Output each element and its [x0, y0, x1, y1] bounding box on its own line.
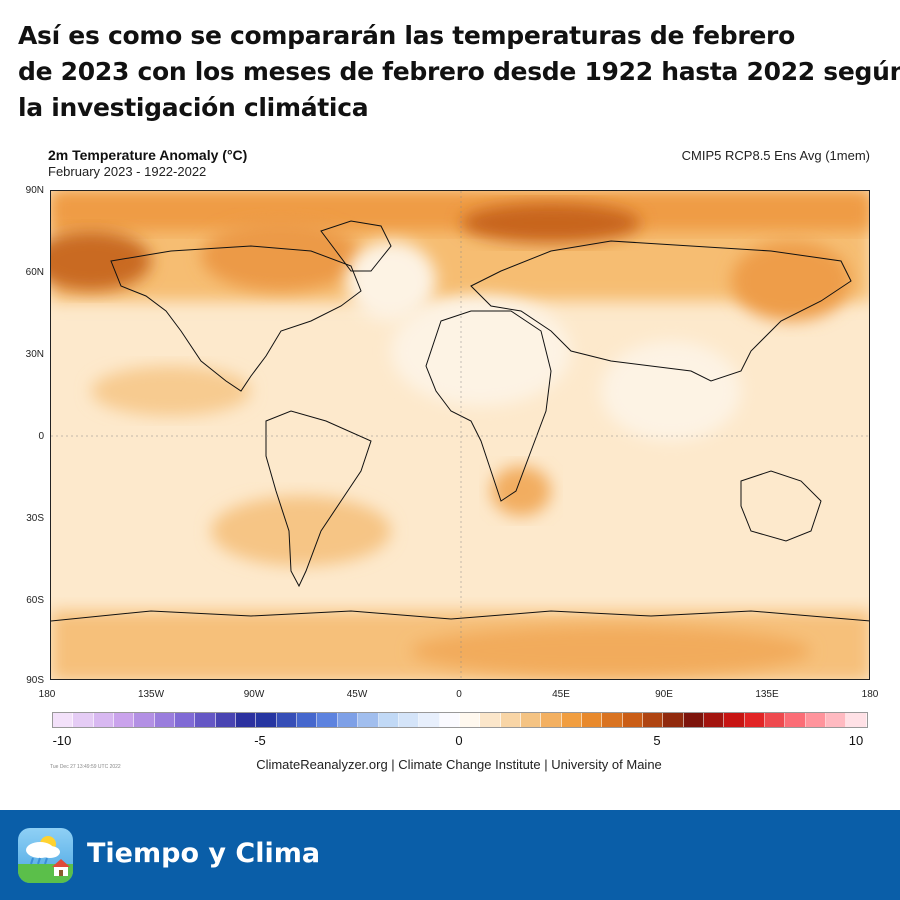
colorbar-cell: [500, 713, 521, 727]
footer-bar: Tiempo y Clima: [0, 810, 900, 900]
colorbar-cell: [297, 713, 318, 727]
colorbar-cell: [765, 713, 786, 727]
coastlines: [51, 220, 869, 622]
map-source: CMIP5 RCP8.5 Ens Avg (1mem): [681, 148, 870, 163]
colorbar-cell: [195, 713, 216, 727]
lon-label-180w: 180: [38, 689, 56, 700]
colorbar-cell: [398, 713, 420, 727]
colorbar-cell: [785, 713, 806, 727]
colorbar-label-10: 10: [848, 733, 864, 748]
colorbar-cell: [724, 713, 745, 727]
colorbar-cell: [541, 713, 562, 727]
app-name: Tiempo y Clima: [87, 838, 321, 869]
app-weather-icon[interactable]: [18, 828, 73, 883]
colorbar-cell: [236, 713, 257, 727]
headline-line-2: de 2023 con los meses de febrero desde 1…: [18, 57, 900, 86]
map-title: 2m Temperature Anomaly (°C): [48, 147, 248, 163]
colorbar-label-5: 5: [653, 733, 661, 748]
lon-label-90e: 90E: [655, 689, 673, 700]
colorbar-cell: [846, 713, 867, 727]
colorbar-cell: [683, 713, 704, 727]
lon-label-90w: 90W: [243, 689, 265, 700]
colorbar-cell: [215, 713, 237, 727]
graticule: [51, 191, 869, 679]
colorbar-cell: [93, 713, 115, 727]
colorbar-cell: [337, 713, 359, 727]
colorbar-cell: [73, 713, 94, 727]
colorbar-cell: [358, 713, 379, 727]
colorbar-cell: [520, 713, 542, 727]
colorbar-cell: [805, 713, 827, 727]
colorbar-cell: [704, 713, 725, 727]
lon-label-180e: 180: [861, 689, 879, 700]
colorbar-cell: [480, 713, 501, 727]
colorbar-cell: [134, 713, 155, 727]
lon-label-45w: 45W: [346, 689, 368, 700]
headline-line-3: la investigación climática: [18, 93, 369, 122]
credits: ClimateReanalyzer.org | Climate Change I…: [256, 757, 662, 772]
colorbar-cell: [663, 713, 684, 727]
headline: Así es como se compararán las temperatur…: [18, 18, 900, 126]
lat-label-30n: 30N: [25, 349, 44, 360]
timestamp: Tue Dec 27 13:49:59 UTC 2022: [50, 764, 121, 770]
temperature-anomaly-map: [50, 190, 870, 680]
colorbar-cell: [419, 713, 440, 727]
lat-label-0: 0: [38, 431, 44, 442]
map-svg: [51, 191, 869, 679]
colorbar-cell: [53, 713, 74, 727]
colorbar-label-minus5: -5: [254, 733, 266, 748]
headline-line-1: Así es como se compararán las temperatur…: [18, 21, 795, 50]
colorbar-cell: [276, 713, 298, 727]
colorbar-cell: [581, 713, 603, 727]
colorbar-cell: [642, 713, 664, 727]
colorbar-cell: [561, 713, 582, 727]
anomaly-field: [51, 191, 869, 679]
map-subtitle: February 2023 - 1922-2022: [48, 164, 207, 179]
colorbar-label-minus10: -10: [52, 733, 72, 748]
colorbar-cell: [154, 713, 176, 727]
colorbar-cell: [602, 713, 623, 727]
lat-label-60s: 60S: [26, 595, 44, 606]
colorbar-cell: [114, 713, 135, 727]
colorbar-cell: [439, 713, 460, 727]
lon-label-0: 0: [456, 689, 462, 700]
colorbar-cell: [256, 713, 277, 727]
colorbar-cell: [378, 713, 399, 727]
colorbar-cell: [622, 713, 643, 727]
lat-label-30s: 30S: [26, 513, 44, 524]
colorbar-cell: [459, 713, 481, 727]
colorbar-cell: [175, 713, 196, 727]
lon-label-45e: 45E: [552, 689, 570, 700]
lon-label-135w: 135W: [137, 689, 165, 700]
colorbar-cell: [744, 713, 766, 727]
colorbar-cell: [826, 713, 847, 727]
lat-label-90s: 90S: [26, 675, 44, 686]
colorbar: [52, 712, 868, 728]
colorbar-cell: [317, 713, 338, 727]
colorbar-label-0: 0: [455, 733, 463, 748]
lat-label-60n: 60N: [25, 267, 44, 278]
lon-label-135e: 135E: [755, 689, 779, 700]
lat-label-90n: 90N: [25, 185, 44, 196]
